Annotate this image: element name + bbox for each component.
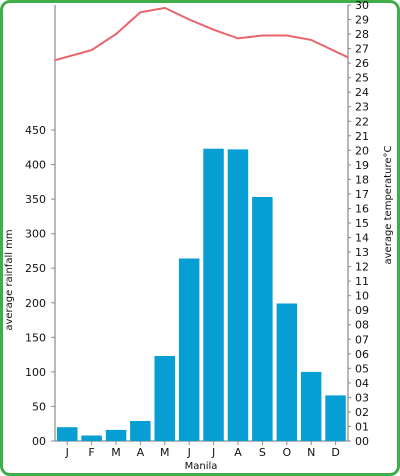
right-tick-label: 27 [355, 43, 369, 56]
right-tick-label: 20 [355, 144, 369, 157]
x-tick-label: M [111, 446, 121, 459]
left-tick-label: 350 [25, 193, 46, 206]
right-tick-label: 22 [355, 115, 369, 128]
right-tick-label: 14 [355, 232, 369, 245]
right-tick-label: 04 [355, 377, 369, 390]
x-tick-label: J [211, 446, 215, 459]
x-axis-label: Manila [185, 461, 218, 472]
rainfall-bar [105, 429, 127, 441]
x-tick-label: S [259, 446, 266, 459]
right-tick-label: 01 [355, 421, 369, 434]
right-tick-label: 10 [355, 290, 369, 303]
x-tick-label: O [282, 446, 291, 459]
left-tick-label: 50 [32, 400, 46, 413]
right-tick-label: 13 [355, 246, 369, 259]
right-tick-label: 12 [355, 261, 369, 274]
right-tick-label: 29 [355, 14, 369, 27]
rainfall-bar [81, 435, 102, 441]
right-tick-label: 26 [355, 57, 369, 70]
right-tick-label: 25 [355, 72, 369, 85]
rainfall-bar [57, 427, 78, 441]
right-tick-label: 16 [355, 203, 369, 216]
x-tick-label: A [234, 446, 242, 459]
x-tick-label: J [187, 446, 191, 459]
left-tick-label: 200 [25, 297, 46, 310]
x-tick-label: D [331, 446, 339, 459]
rainfall-bar [300, 371, 322, 441]
right-tick-label: 05 [355, 362, 369, 375]
left-tick-label: 400 [25, 159, 46, 172]
x-tick-label: A [137, 446, 145, 459]
rainfall-bar [130, 421, 151, 441]
left-tick-label: 100 [25, 366, 46, 379]
right-tick-label: 15 [355, 217, 369, 230]
right-tick-label: 02 [355, 406, 369, 419]
right-tick-label: 09 [355, 304, 369, 317]
left-tick-label: 150 [25, 331, 46, 344]
right-tick-label: 06 [355, 348, 369, 361]
right-tick-label: 23 [355, 101, 369, 114]
right-tick-label: 19 [355, 159, 369, 172]
right-tick-label: 07 [355, 333, 369, 346]
rainfall-bar [154, 356, 175, 441]
rainfall-bar [325, 395, 346, 441]
rainfall-bar [227, 149, 249, 441]
left-axis-label: average rainfall mm [4, 229, 15, 330]
right-tick-label: 08 [355, 319, 369, 332]
right-tick-label: 24 [355, 86, 369, 99]
x-tick-label: M [160, 446, 170, 459]
right-tick-label: 00 [355, 435, 369, 448]
left-tick-label: 00 [32, 435, 46, 448]
left-tick-label: 250 [25, 262, 46, 275]
right-axis-label: average temperature°C [383, 146, 394, 265]
rainfall-bar [252, 197, 273, 441]
rainfall-bar [276, 303, 298, 441]
right-tick-label: 17 [355, 188, 369, 201]
temperature-line [54, 6, 349, 62]
right-tick-label: 21 [355, 130, 369, 143]
left-tick-label: 300 [25, 228, 46, 241]
x-tick-label: F [88, 446, 94, 459]
x-tick-label: J [65, 446, 69, 459]
right-tick-label: 11 [355, 275, 369, 288]
rainfall-bar [203, 148, 224, 441]
rainfall-bar [178, 258, 200, 441]
right-tick-label: 18 [355, 173, 369, 186]
left-tick-label: 450 [25, 124, 46, 137]
x-tick-label: N [307, 446, 315, 459]
right-tick-label: 30 [355, 0, 369, 12]
right-tick-label: 03 [355, 391, 369, 404]
right-tick-label: 28 [355, 28, 369, 41]
